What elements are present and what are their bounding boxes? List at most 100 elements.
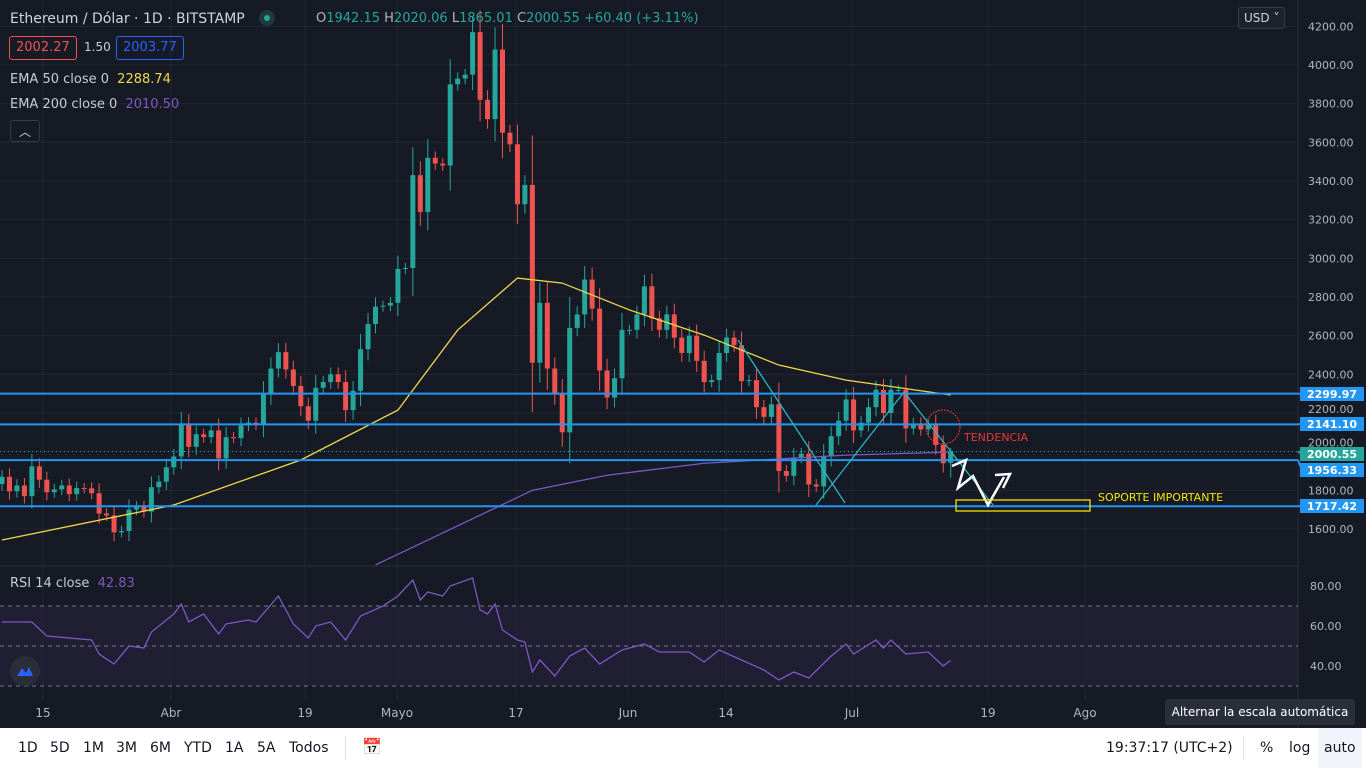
candle <box>761 399 767 425</box>
candle-body <box>761 407 767 417</box>
candle <box>447 59 453 191</box>
range-ytd[interactable]: YTD <box>184 740 212 756</box>
range-6m[interactable]: 6M <box>150 740 171 756</box>
price-tick-label: 2600.00 <box>1308 330 1354 343</box>
candle-body <box>858 422 864 431</box>
candle-body <box>731 337 737 346</box>
candle <box>537 282 543 383</box>
candle-body <box>866 407 872 423</box>
candle-body <box>522 184 528 205</box>
trendline <box>815 391 905 506</box>
candle <box>425 139 431 231</box>
rsi-legend[interactable]: RSI 14 close 42.83 <box>10 576 135 591</box>
price-tick-label: 2000.00 <box>1308 437 1354 450</box>
candle-body <box>201 434 207 438</box>
currency-selector[interactable]: USD ˅ <box>1238 7 1286 29</box>
candle-body <box>133 506 139 510</box>
ema50-legend[interactable]: EMA 50 close 0 2288.74 <box>10 72 171 87</box>
go-to-date-calendar-icon[interactable]: 📅 <box>362 737 382 756</box>
candle <box>709 374 715 388</box>
candle-body <box>582 279 588 315</box>
candle-body <box>574 314 580 328</box>
candle <box>275 343 281 378</box>
candle-body <box>529 184 535 363</box>
candle <box>216 418 222 471</box>
ema200-line <box>375 451 951 566</box>
tradingview-logo-icon[interactable] <box>10 656 40 686</box>
symbol-title[interactable]: Ethereum / Dólar · 1D · BITSTAMP <box>10 10 276 27</box>
candle <box>574 306 580 337</box>
candle-body <box>425 157 431 212</box>
time-tick-label: Mayo <box>381 706 413 720</box>
trendline <box>737 339 846 504</box>
time-tick-label: Ago <box>1073 706 1096 720</box>
candle-body <box>791 457 797 476</box>
range-1m[interactable]: 1M <box>83 740 104 756</box>
ema200-legend[interactable]: EMA 200 close 0 2010.50 <box>10 97 180 112</box>
spread: 1.50 <box>84 40 111 54</box>
interval: 1D <box>142 11 163 27</box>
price-tick-label: 3400.00 <box>1308 175 1354 188</box>
candle <box>597 288 603 391</box>
range-3m[interactable]: 3M <box>116 740 137 756</box>
candle-body <box>806 453 812 485</box>
range-all[interactable]: Todos <box>289 740 329 756</box>
candle-body <box>895 389 901 391</box>
range-5d[interactable]: 5D <box>50 740 70 756</box>
candle-body <box>649 286 655 319</box>
range-5a[interactable]: 5A <box>257 740 276 756</box>
log-scale-toggle[interactable]: log <box>1289 740 1311 756</box>
last-price-label: 2000.55 <box>1307 448 1357 461</box>
buy-price-button[interactable]: 2003.77 <box>116 36 184 60</box>
candle-body <box>320 382 326 388</box>
price-tick-label: 3800.00 <box>1308 98 1354 111</box>
rsi-tick-label: 40.00 <box>1310 660 1342 673</box>
candle-body <box>589 279 595 309</box>
collapse-legend-button[interactable]: ︿ <box>10 120 40 142</box>
range-1a[interactable]: 1A <box>225 740 244 756</box>
candle-body <box>305 406 311 421</box>
candle-body <box>716 353 722 381</box>
candle-body <box>940 444 946 464</box>
candle-body <box>29 466 35 497</box>
candle <box>186 414 192 458</box>
percent-scale-toggle[interactable]: % <box>1260 740 1274 756</box>
candle <box>440 158 446 171</box>
candle <box>74 481 80 501</box>
candle <box>119 525 125 538</box>
candle-body <box>873 389 879 408</box>
candle-body <box>641 286 647 315</box>
candle-body <box>440 163 446 166</box>
candle <box>141 500 147 518</box>
candle-body <box>216 430 222 459</box>
level-price-label: 1956.33 <box>1307 464 1357 477</box>
candle-body <box>499 49 505 133</box>
candle-body <box>104 513 110 516</box>
candle-body <box>81 488 87 490</box>
candle <box>0 470 5 491</box>
auto-scale-toggle[interactable]: auto <box>1318 728 1362 768</box>
candle <box>373 297 378 334</box>
range-1d[interactable]: 1D <box>18 740 38 756</box>
candle-body <box>193 434 199 447</box>
candle <box>298 376 304 417</box>
level-price-label: 1717.42 <box>1307 500 1357 513</box>
last-price-badge <box>1300 447 1364 461</box>
price-chart[interactable]: 4200.00 4000.00 3800.00 3600.00 3400.00 3200.… <box>0 0 1366 728</box>
candle <box>238 417 244 447</box>
candle-body <box>656 318 662 330</box>
sell-price-button[interactable]: 2002.27 <box>9 36 77 60</box>
candle <box>470 16 476 91</box>
candle-body <box>387 302 393 306</box>
candle-body <box>148 487 154 512</box>
candle <box>44 471 50 501</box>
level-price-badge <box>1300 417 1364 431</box>
candle <box>634 305 640 339</box>
candle <box>806 441 812 498</box>
level-price-badge <box>1300 387 1364 401</box>
candle <box>836 412 842 445</box>
candle-body <box>925 424 931 430</box>
candle <box>903 375 909 443</box>
candle <box>417 161 423 226</box>
candle <box>335 367 341 389</box>
